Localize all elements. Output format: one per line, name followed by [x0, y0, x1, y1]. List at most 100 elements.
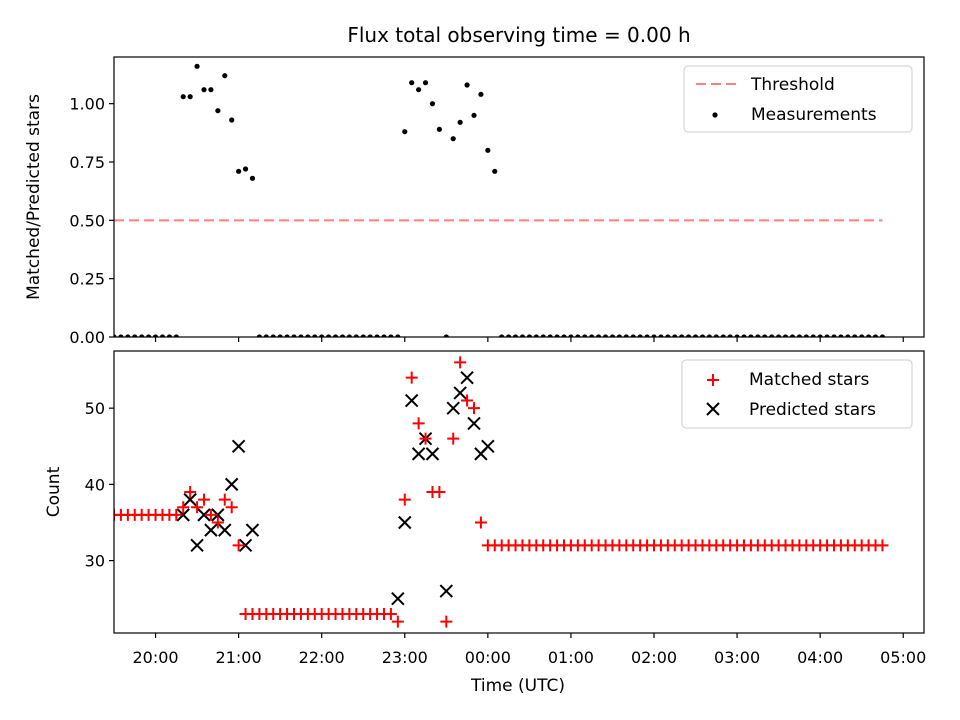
measurement-point — [222, 73, 228, 79]
predicted-star-point — [481, 439, 495, 453]
measurement-point — [602, 334, 609, 337]
predicted-star-point — [238, 538, 253, 553]
measurement-point — [859, 334, 865, 337]
legend-matched-swatch — [707, 374, 719, 386]
measurement-point — [547, 334, 553, 337]
measurement-point — [734, 334, 740, 337]
x-tick-label: 02:00 — [631, 648, 677, 667]
ratio-plot-frame — [113, 56, 925, 338]
chart-title: Flux total observing time = 0.00 h — [347, 23, 690, 47]
measurement-point — [623, 334, 629, 337]
measurement-point — [353, 334, 359, 337]
matched-star-point — [412, 417, 425, 430]
matched-star-point — [170, 508, 183, 521]
matched-star-point — [384, 607, 397, 620]
measurement-point — [872, 334, 879, 337]
matched-star-point — [440, 615, 453, 628]
ratio-y-axis: 0.00 0.25 0.50 0.75 1.00 — [69, 95, 114, 347]
matched-star-point — [405, 371, 418, 384]
measurement-point — [443, 334, 449, 337]
measurement-point — [879, 334, 886, 337]
x-tick-label: 21:00 — [216, 648, 262, 667]
measurement-point — [402, 129, 408, 135]
measurement-point — [485, 147, 491, 153]
predicted-star-point — [453, 386, 467, 400]
measurement-point — [125, 334, 131, 337]
count-plot-frame — [113, 350, 925, 634]
measurement-point — [582, 334, 588, 337]
predicted-stars-points — [176, 370, 495, 606]
measurement-point — [464, 82, 470, 88]
ratio-x-axis — [154, 337, 904, 342]
measurement-point — [658, 334, 664, 337]
measurement-point — [270, 334, 276, 337]
measurement-point — [776, 334, 782, 337]
measurement-point — [339, 334, 346, 337]
count-legend: Matched stars Predicted stars — [681, 359, 913, 429]
legend-measurements-label: Measurements — [751, 105, 877, 125]
measurement-point — [194, 63, 200, 69]
x-axis-label: Time (UTC) — [470, 676, 565, 696]
measurement-point — [429, 101, 436, 107]
measurement-point — [741, 334, 747, 337]
x-tick-label: 05:00 — [880, 648, 926, 667]
measurement-point — [616, 334, 622, 337]
matched-star-point — [447, 432, 460, 445]
ratio-marks — [114, 63, 886, 337]
measurement-point — [256, 334, 262, 337]
measurement-point — [173, 334, 179, 337]
matched-star-point — [211, 516, 224, 529]
measurement-point — [637, 334, 643, 337]
measurement-point — [263, 334, 269, 337]
ratio-y-tick-label: 0.00 — [69, 328, 105, 347]
predicted-star-point — [446, 401, 460, 415]
measurement-point — [139, 334, 145, 337]
count-marks — [114, 356, 889, 628]
predicted-star-point — [176, 508, 190, 522]
matched-star-point — [454, 356, 467, 369]
count-y-axis: 30 40 50 — [85, 399, 114, 571]
predicted-star-point — [183, 492, 197, 507]
measurement-point — [672, 334, 678, 337]
measurement-point — [229, 117, 235, 123]
measurement-point — [831, 334, 837, 337]
measurement-point — [713, 334, 719, 337]
matched-star-point — [177, 501, 190, 514]
measurement-point — [242, 166, 249, 172]
predicted-star-point — [460, 370, 474, 385]
matched-star-point — [419, 432, 432, 445]
count-y-tick-label: 40 — [85, 475, 105, 494]
measurement-point — [450, 136, 456, 142]
measurement-point — [416, 87, 422, 93]
measurement-point — [478, 91, 484, 97]
matched-star-point — [225, 501, 238, 514]
count-x-axis: 20:00 21:00 22:00 23:00 00:00 01:00 02:00 03:00… — [132, 633, 926, 667]
predicted-star-point — [398, 515, 412, 530]
predicted-star-point — [218, 523, 232, 537]
matched-star-point — [398, 493, 411, 506]
measurement-point — [561, 334, 567, 337]
measurement-point — [326, 334, 332, 337]
measurement-point — [762, 334, 768, 337]
measurement-point — [332, 334, 339, 337]
measurement-point — [727, 334, 733, 337]
measurement-point — [824, 334, 830, 337]
legend-threshold-label: Threshold — [750, 75, 835, 95]
measurement-point — [796, 334, 802, 337]
predicted-star-point — [411, 447, 426, 461]
measurement-point — [526, 334, 532, 337]
legend-predicted-label: Predicted stars — [749, 400, 876, 420]
measurement-point — [651, 334, 657, 337]
measurement-point — [519, 334, 526, 337]
legend-matched-label: Matched stars — [749, 370, 869, 390]
matched-star-point — [391, 615, 404, 628]
x-tick-label: 20:00 — [132, 648, 178, 667]
matched-star-point — [218, 493, 231, 506]
count-panel: 30 40 50 20:00 21:00 22:00 23:00 00:00 01:00 02:… — [44, 350, 926, 696]
predicted-star-point — [467, 416, 481, 431]
x-tick-label: 01:00 — [548, 648, 594, 667]
measurement-point — [346, 334, 352, 337]
measurement-point — [236, 168, 242, 174]
measurement-point — [187, 94, 193, 100]
